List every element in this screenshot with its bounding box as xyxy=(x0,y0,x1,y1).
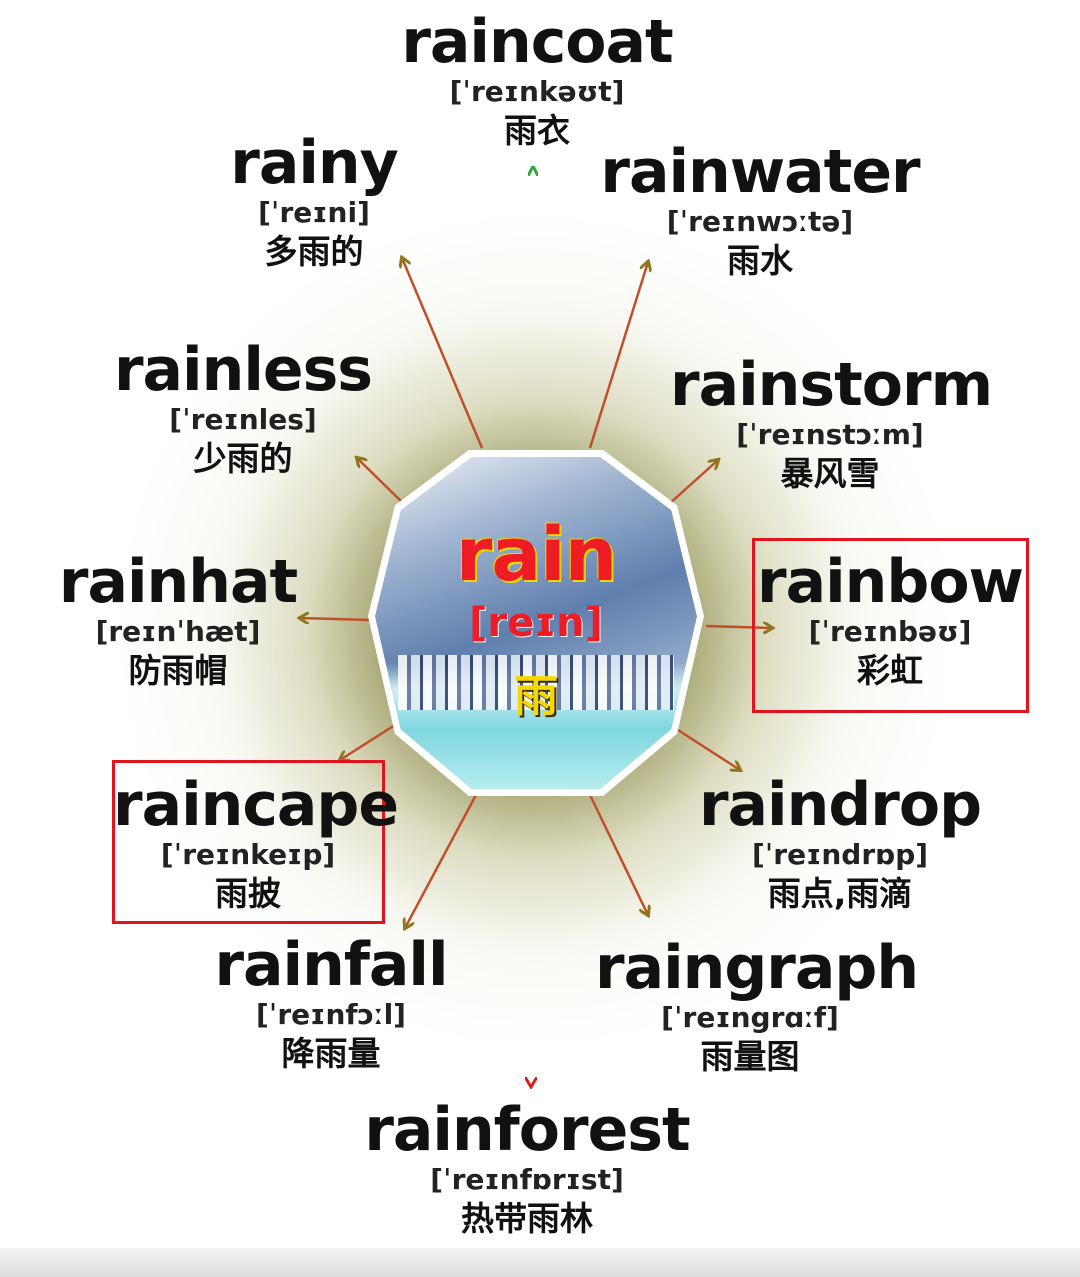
highlight-box-rainbow xyxy=(752,538,1029,713)
word-meaning: 彩虹 xyxy=(857,651,923,690)
city-skyline xyxy=(398,655,674,710)
word-phonetic: [ˈreɪnstɔːm] xyxy=(736,418,924,451)
word-text: rainwater xyxy=(600,137,920,207)
word-raindrop: raindrop [ˈreɪndrɒp] 雨点,雨滴 xyxy=(695,775,985,910)
word-meaning: 少雨的 xyxy=(193,439,293,478)
word-text: raingraph xyxy=(595,933,919,1003)
word-rainy: rainy [ˈreɪni] 多雨的 xyxy=(194,133,434,268)
word-raincape: raincape [ˈreɪnkeɪp] 雨披 xyxy=(113,770,399,913)
word-phonetic: [ˈreɪnfɔːl] xyxy=(256,998,406,1031)
word-phonetic: [ˈreɪngrɑːf] xyxy=(661,1001,839,1034)
arrow-rainwater xyxy=(588,262,648,449)
word-phonetic: [ˈreɪnfɒrɪst] xyxy=(430,1163,624,1196)
word-rainstorm: rainstorm [ˈreɪnstɔːm] 暴风雪 xyxy=(670,350,993,493)
word-text: rainless xyxy=(113,335,373,405)
arrow-raindrop xyxy=(677,728,740,770)
word-phonetic: [ˈreɪnkeɪp] xyxy=(160,838,336,871)
word-meaning: 雨披 xyxy=(215,874,281,913)
word-rainforest: rainforest [ˈreɪnfɒrɪst] 热带雨林 xyxy=(357,1100,697,1235)
word-meaning: 雨水 xyxy=(727,241,793,280)
center-word: rain xyxy=(455,512,617,598)
word-text: raincoat xyxy=(401,7,673,77)
arrow-raingraph xyxy=(588,794,648,915)
word-meaning: 暴风雪 xyxy=(780,454,880,493)
word-rainhat: rainhat [reɪnˈhæt] 防雨帽 xyxy=(48,552,308,687)
word-text: rainforest xyxy=(364,1095,690,1165)
word-meaning: 雨点,雨滴 xyxy=(767,874,913,913)
word-meaning: 多雨的 xyxy=(264,232,364,271)
word-meaning: 热带雨林 xyxy=(461,1199,593,1238)
center-word-graphic: rain [reɪn] 雨 xyxy=(368,450,704,796)
center-phonetic: [reɪn] xyxy=(469,600,603,646)
word-rainwater: rainwater [ˈreɪnwɔːtə] 雨水 xyxy=(590,142,930,277)
word-raingraph: raingraph [ˈreɪngrɑːf] 雨量图 xyxy=(595,933,919,1076)
word-text: raindrop xyxy=(698,770,982,840)
highlight-box-raincape xyxy=(112,760,385,924)
word-phonetic: [ˈreɪni] xyxy=(258,196,370,229)
word-phonetic: [ˈreɪnwɔːtə] xyxy=(666,205,854,238)
word-text: raincape xyxy=(113,770,399,840)
arrow-raincape xyxy=(340,723,396,760)
arrow-rainfall xyxy=(405,794,478,928)
word-phonetic: [reɪnˈhæt] xyxy=(95,615,261,648)
word-phonetic: [ˈreɪnkəʊt] xyxy=(449,75,625,108)
word-text: rainfall xyxy=(214,930,448,1000)
word-rainbow: rainbow [ˈreɪnbəʊ] 彩虹 xyxy=(755,552,1025,687)
word-phonetic: [ˈreɪndrɒp] xyxy=(751,838,929,871)
word-meaning: 降雨量 xyxy=(281,1034,381,1073)
word-raincoat: raincoat [ˈreɪnkəʊt] 雨衣 xyxy=(387,12,687,147)
word-meaning: 雨量图 xyxy=(700,1037,800,1076)
arrow-rainstorm xyxy=(667,460,718,506)
word-text: rainstorm xyxy=(670,350,993,420)
arrow-rainbow xyxy=(705,626,772,628)
word-text: rainhat xyxy=(58,547,298,617)
center-meaning: 雨 xyxy=(514,671,558,722)
word-rainless: rainless [ˈreɪnles] 少雨的 xyxy=(103,340,383,475)
arrow-rainhat xyxy=(300,618,371,620)
word-meaning: 雨衣 xyxy=(504,111,570,150)
arrow-rainless xyxy=(357,458,406,506)
arrow-rainy xyxy=(402,258,484,449)
word-text: rainbow xyxy=(757,547,1024,617)
word-text: rainy xyxy=(230,128,398,198)
word-meaning: 防雨帽 xyxy=(128,651,228,690)
word-rainfall: rainfall [ˈreɪnfɔːl] 降雨量 xyxy=(206,935,456,1070)
word-phonetic: [ˈreɪnbəʊ] xyxy=(808,615,972,648)
word-phonetic: [ˈreɪnles] xyxy=(169,403,317,436)
rain-painting xyxy=(375,457,697,789)
bottom-strip xyxy=(0,1248,1080,1277)
